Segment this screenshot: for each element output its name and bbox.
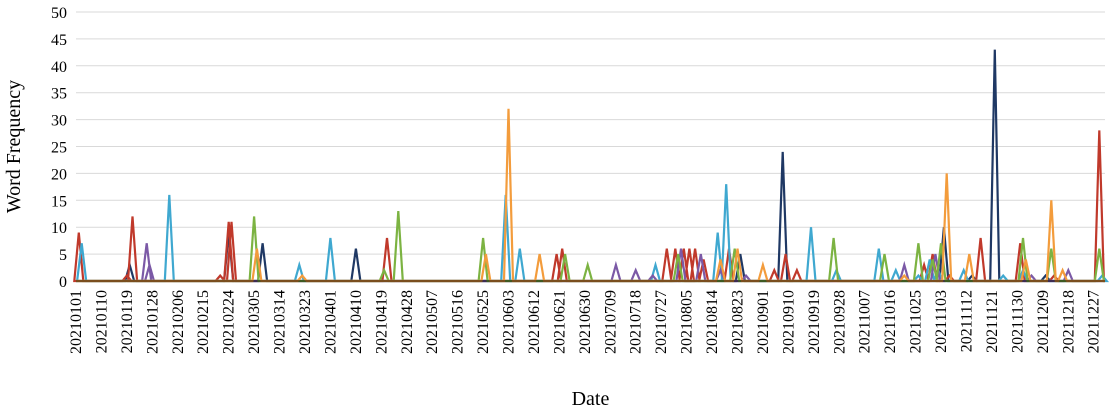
y-tick-label: 20 — [51, 166, 67, 183]
data-series — [73, 49, 1110, 283]
x-tick-label: 20210128 — [144, 290, 161, 354]
x-tick-label: 20210525 — [475, 290, 492, 354]
y-tick-labels: 0 5 10 15 20 25 30 35 40 45 50 — [51, 5, 67, 291]
x-tick-label: 20211016 — [882, 290, 899, 353]
y-tick-label: 25 — [51, 140, 67, 157]
x-tick-label: 20211121 — [984, 290, 1001, 353]
x-tick-label: 20210119 — [119, 290, 136, 353]
x-tick-label: 20211112 — [958, 290, 975, 352]
x-tick-label: 20210630 — [577, 290, 594, 354]
x-tick-label: 20210305 — [246, 290, 263, 354]
x-tick-label: 20210323 — [297, 290, 314, 354]
x-tick-label: 20210206 — [170, 290, 187, 354]
y-tick-label: 30 — [51, 113, 67, 130]
x-tick-label: 20210314 — [272, 290, 289, 354]
y-tick-label: 45 — [51, 32, 67, 49]
x-tick-label: 20210814 — [704, 290, 721, 354]
x-tick-label: 20210110 — [93, 290, 110, 353]
x-tick-label: 20210612 — [526, 290, 543, 354]
x-tick-labels: 20210101 20210110 20210119 20210128 20210206… — [68, 290, 1103, 354]
x-tick-label: 20210823 — [730, 290, 747, 354]
x-tick-label: 20210401 — [322, 290, 339, 354]
x-tick-label: 20210727 — [653, 290, 670, 354]
y-tick-label: 0 — [59, 274, 67, 291]
y-tick-label: 35 — [51, 86, 67, 103]
x-axis-title: Date — [572, 388, 610, 410]
x-tick-label: 20211209 — [1035, 290, 1052, 353]
x-tick-label: 20210901 — [755, 290, 772, 354]
x-tick-label: 20210419 — [373, 290, 390, 354]
x-tick-label: 20210101 — [68, 290, 85, 354]
y-tick-label: 40 — [51, 59, 67, 76]
x-tick-label: 20210603 — [501, 290, 518, 354]
x-tick-label: 20210507 — [424, 290, 441, 354]
x-tick-label: 20210516 — [450, 290, 467, 354]
gridlines — [76, 11, 1105, 255]
y-tick-label: 50 — [51, 5, 67, 22]
x-tick-label: 20210410 — [348, 290, 365, 354]
x-tick-label: 20210621 — [551, 290, 568, 354]
y-tick-label: 5 — [59, 247, 67, 264]
x-tick-label: 20211218 — [1060, 290, 1077, 353]
y-tick-label: 10 — [51, 220, 67, 237]
x-tick-label: 20210709 — [602, 290, 619, 354]
x-tick-label: 20210428 — [399, 290, 416, 354]
x-tick-label: 20210805 — [679, 290, 696, 354]
x-tick-label: 20210910 — [780, 290, 797, 354]
x-tick-label: 20211227 — [1086, 290, 1103, 353]
x-tick-label: 20210928 — [831, 290, 848, 354]
x-tick-label: 20211007 — [857, 290, 874, 353]
x-tick-label: 20210224 — [221, 290, 238, 354]
x-tick-label: 20211130 — [1009, 290, 1026, 353]
x-tick-label: 20210919 — [806, 290, 823, 354]
x-tick-label: 20210215 — [195, 290, 212, 354]
x-tick-label: 20210718 — [628, 290, 645, 354]
x-tick-label: 20211103 — [933, 290, 950, 353]
y-axis-title: Word Frequency — [3, 80, 25, 213]
y-tick-label: 15 — [51, 193, 67, 210]
x-tick-label: 20211025 — [908, 290, 925, 353]
